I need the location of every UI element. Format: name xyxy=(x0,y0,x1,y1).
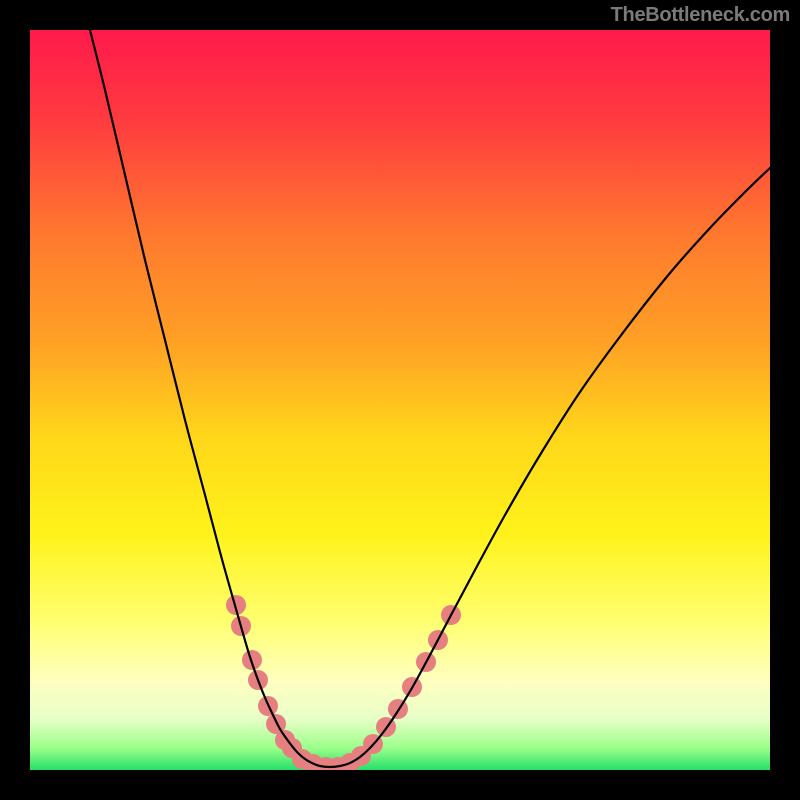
gradient-background xyxy=(30,30,770,770)
plot-area xyxy=(30,30,770,770)
watermark-text: TheBottleneck.com xyxy=(611,4,790,27)
outer-frame: TheBottleneck.com xyxy=(0,0,800,800)
bottleneck-curve-chart xyxy=(30,30,770,770)
